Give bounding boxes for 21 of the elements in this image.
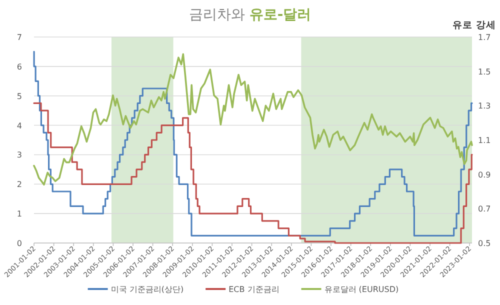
- chart-title: 금리차와 유로-달러: [188, 7, 312, 23]
- y-tick-label: 7: [16, 33, 22, 42]
- y2-tick-label: 1.3: [478, 102, 491, 111]
- y-tick-label: 6: [16, 62, 22, 72]
- y-tick-label: 2: [16, 180, 22, 190]
- y-tick-label: 3: [16, 150, 22, 160]
- y-tick-label: 4: [16, 121, 22, 130]
- line-series: [33, 53, 473, 186]
- legend-label: 유로달러 (EURUSD): [324, 285, 399, 294]
- y2-tick-label: 0.7: [478, 204, 491, 214]
- y2-tick-label: 1.7: [478, 33, 491, 42]
- legend-label: 미국 기준금리(상단): [110, 285, 184, 294]
- y-tick-label: 5: [16, 92, 22, 101]
- legend-label: ECB 기준금리: [228, 285, 280, 294]
- y2-tick-label: 1.1: [478, 136, 491, 145]
- y2-axis-title: 유로 강세: [452, 20, 496, 31]
- y2-tick-label: 1.5: [478, 67, 491, 76]
- y-tick-label: 0: [16, 239, 22, 248]
- y2-tick-label: 0.9: [478, 170, 491, 180]
- y2-tick-label: 0.5: [478, 239, 491, 248]
- y-tick-label: 1: [16, 210, 22, 219]
